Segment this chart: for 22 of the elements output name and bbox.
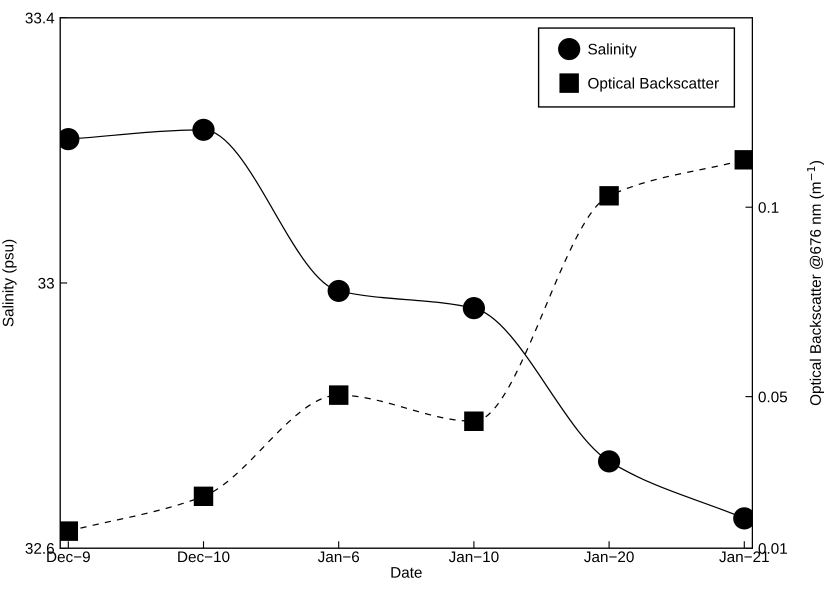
point (328, 280, 350, 302)
point (194, 486, 214, 506)
legend-label: Optical Backscatter (588, 77, 719, 92)
x-tick-label: Jan−20 (584, 551, 634, 562)
point (599, 186, 619, 206)
y2-axis-title: Optical Backscatter @676 nm (m$^{−1}$) (807, 161, 824, 406)
y-tick-label: 33 (38, 278, 54, 289)
point (598, 450, 620, 472)
y2-tick-label: 0.1 (758, 202, 778, 213)
y-tick-label: 33.4 (25, 12, 54, 24)
point (328, 385, 348, 405)
x-tick-label: Jan−10 (448, 551, 499, 562)
point (60, 521, 78, 541)
point (464, 412, 484, 431)
x-tick-label: Dec−10 (178, 551, 230, 562)
legend-label: Salinity (588, 43, 637, 58)
x-tick-label: Jan−6 (318, 551, 360, 562)
x-axis-title: Date (391, 567, 422, 578)
y-axis-title: Salinity (psu) (2, 240, 17, 326)
y2-tick-label: 0.05 (758, 392, 788, 402)
point (462, 297, 486, 320)
point (192, 118, 215, 141)
